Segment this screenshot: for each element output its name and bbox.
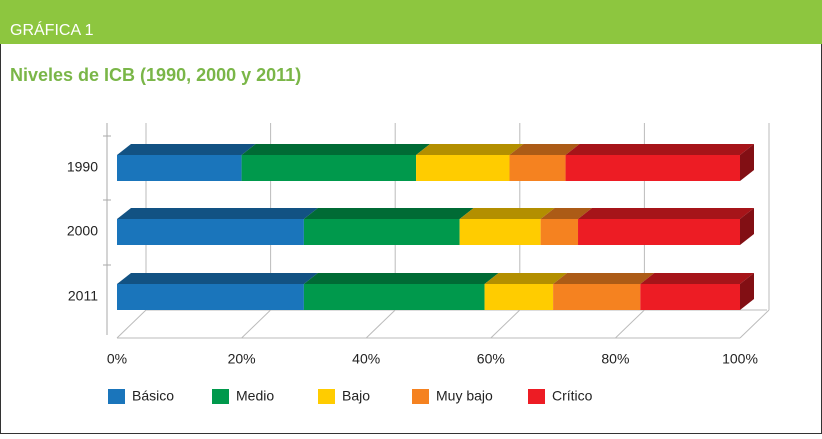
header-bar <box>0 0 822 44</box>
bar <box>117 284 304 310</box>
legend-label: Medio <box>236 388 274 404</box>
bar-top <box>509 144 580 155</box>
bar <box>509 155 566 181</box>
bar <box>117 219 304 245</box>
x-tick-label: 80% <box>601 351 629 367</box>
bar-top <box>241 144 431 155</box>
bar-top <box>459 208 555 219</box>
x-tick-label: 0% <box>107 351 127 367</box>
bar-top <box>640 273 754 284</box>
bar-side <box>740 208 754 245</box>
bar-side <box>740 273 754 310</box>
bar-top <box>540 208 593 219</box>
bar <box>241 155 417 181</box>
grid-floor <box>241 309 271 339</box>
bar-side <box>740 144 754 181</box>
bar <box>540 219 579 245</box>
bar <box>640 284 740 310</box>
bar-top <box>117 208 318 219</box>
legend-label: Muy bajo <box>436 388 493 404</box>
grid-floor <box>490 309 521 339</box>
y-tick-label: 2000 <box>67 223 98 239</box>
bar-top <box>117 144 256 155</box>
bar <box>553 284 641 310</box>
x-tick-label: 60% <box>477 351 505 367</box>
bar <box>565 155 740 181</box>
bar-top <box>484 273 568 284</box>
grid-floor <box>739 309 770 339</box>
bar-top <box>553 273 655 284</box>
grid-floor <box>615 309 645 339</box>
bar-top <box>303 273 499 284</box>
grid-floor <box>365 309 396 339</box>
y-tick-label: 2011 <box>68 288 98 304</box>
legend-swatch <box>318 389 335 404</box>
bar <box>303 284 485 310</box>
bar <box>416 155 510 181</box>
bar-top <box>303 208 474 219</box>
y-tick-label: 1990 <box>67 159 98 175</box>
header-label: GRÁFICA 1 <box>10 20 94 39</box>
x-tick-label: 40% <box>352 351 380 367</box>
bar-top <box>578 208 754 219</box>
legend-label: Bajo <box>342 388 370 404</box>
legend-swatch <box>528 389 545 404</box>
legend-label: Básico <box>132 388 174 404</box>
bar-top <box>416 144 524 155</box>
x-tick-label: 100% <box>722 351 758 367</box>
chart-title: Niveles de ICB (1990, 2000 y 2011) <box>10 65 301 85</box>
bar <box>459 219 541 245</box>
bar-top <box>565 144 754 155</box>
x-tick-label: 20% <box>228 351 256 367</box>
bar <box>484 284 554 310</box>
legend-swatch <box>212 389 229 404</box>
bar <box>303 219 460 245</box>
legend-swatch <box>108 389 125 404</box>
legend-swatch <box>412 389 429 404</box>
legend-label: Crítico <box>552 388 593 404</box>
bar <box>578 219 740 245</box>
grid-floor <box>116 309 147 339</box>
bar-top <box>117 273 318 284</box>
bar <box>117 155 242 181</box>
